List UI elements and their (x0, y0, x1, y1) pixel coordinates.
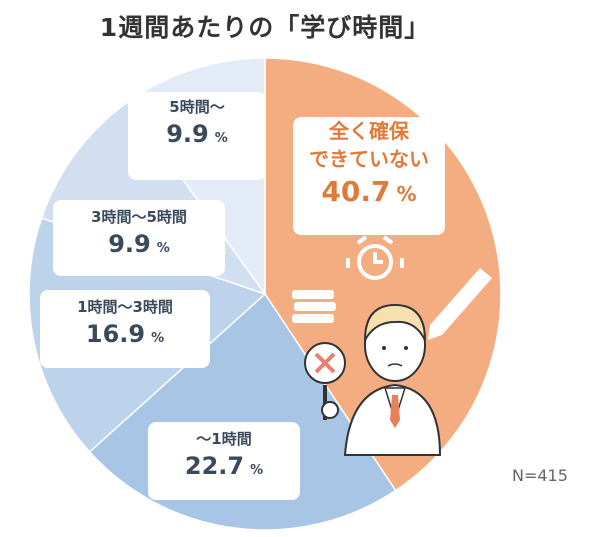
pencil-icon (428, 268, 492, 340)
slice-label-up-to-1h: ～1時間 22.7% (148, 422, 300, 500)
percent-unit: % (151, 331, 165, 346)
percent-unit: % (396, 182, 417, 206)
slice-value: 40.7 (321, 175, 391, 208)
person-illustration (292, 235, 492, 456)
sample-size: N=415 (512, 466, 568, 485)
slice-value: 9.9 (108, 230, 151, 258)
books-icon (292, 290, 336, 323)
slice-name: 3時間～5時間 (91, 208, 187, 226)
slice-name: ～1時間 (196, 430, 252, 448)
chart-title: 1週間あたりの「学び時間」 (99, 13, 431, 42)
percent-unit: % (250, 463, 264, 478)
slice-name-line: 全く確保 (329, 119, 409, 143)
percent-unit: % (214, 131, 228, 146)
slice-value: 9.9 (166, 120, 209, 148)
slice-name: 5時間～ (169, 98, 225, 116)
alarm-clock-icon (346, 235, 404, 280)
slice-value: 16.9 (85, 320, 146, 348)
slice-name-line: できていない (309, 147, 429, 171)
slice-label-5h-plus: 5時間～ 9.9% (128, 92, 266, 180)
slice-label-3h-5h: 3時間～5時間 9.9% (53, 200, 225, 276)
percent-unit: % (156, 241, 170, 256)
slice-name: 1時間～3時間 (77, 298, 173, 316)
slice-label-not-secured: 全く確保 できていない 40.7% (293, 117, 445, 235)
x-sign-icon (304, 342, 346, 420)
slice-value: 22.7 (184, 452, 245, 480)
slice-label-1h-3h: 1時間～3時間 16.9% (40, 290, 210, 368)
